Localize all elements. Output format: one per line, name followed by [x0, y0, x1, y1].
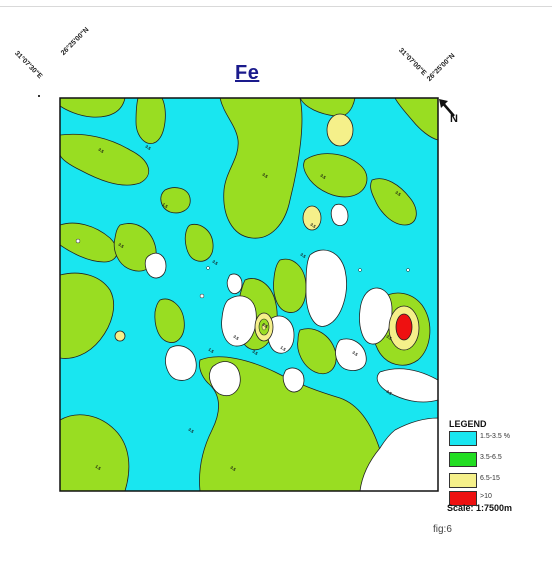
contour-label: 3.5: [385, 389, 393, 397]
contour-label: 3.5: [299, 252, 307, 260]
zone-yellow-group: [114, 113, 420, 351]
contour-label: 3.5: [385, 334, 393, 342]
contour-label: 3.5: [232, 334, 240, 342]
contour-label: 3.5: [117, 242, 125, 250]
contour-label: 3.5: [187, 427, 195, 435]
legend-swatch: [449, 452, 477, 467]
map-frame: [59, 97, 439, 492]
zone-red-hotspot: [395, 313, 413, 341]
zone-white-bottom-right: [359, 417, 438, 491]
legend-label: >10: [480, 493, 492, 500]
zone-green-top-left: [60, 133, 150, 186]
contour-label: 3.5: [97, 147, 105, 155]
legend-label: 1.5-3.5 %: [480, 433, 510, 440]
contour-label: 1.5: [207, 347, 215, 355]
north-label: N: [450, 113, 458, 125]
corner-dot: [38, 95, 40, 97]
legend-swatch: [449, 431, 477, 446]
contour-label: 3.5: [394, 190, 402, 198]
contour-label: 1.5: [161, 202, 169, 210]
legend-item: >10: [449, 491, 549, 506]
north-arrow-icon: [439, 99, 455, 117]
legend-swatch: [449, 491, 477, 506]
zone-white-group: [144, 203, 438, 491]
legend-item: 3.5-6.5: [449, 452, 549, 467]
scale-label: Scale: 1:7500m: [447, 503, 513, 513]
contour-label: 1.5: [279, 345, 287, 353]
figure-label: fig:6: [433, 524, 452, 535]
legend-item: 6.5-15: [449, 473, 549, 488]
zone-green-top-center: [219, 98, 303, 239]
zone-green-group: [60, 98, 438, 491]
contour-label: 3.5: [144, 144, 152, 152]
contour-label: 6.5: [261, 322, 269, 330]
contour-label: 3.5: [351, 350, 359, 358]
legend-label: 3.5-6.5: [480, 454, 502, 461]
contour-label: 3.5: [319, 173, 327, 181]
contour-label: 3.5: [229, 465, 237, 473]
contour-label: 3.5: [251, 349, 259, 357]
map-title: Fe: [235, 62, 260, 84]
contour-label: 3.5: [309, 222, 317, 230]
contour-label: 3.5: [211, 259, 219, 267]
contour-label: 1.5: [94, 464, 102, 472]
legend-title: LEGEND: [449, 419, 487, 429]
legend-item: 1.5-3.5 %: [449, 431, 549, 446]
contour-label: 3.5: [261, 172, 269, 180]
top-divider: [0, 6, 552, 7]
legend-label: 6.5-15: [480, 475, 500, 482]
legend-swatch: [449, 473, 477, 488]
zone-white-center: [305, 249, 347, 327]
